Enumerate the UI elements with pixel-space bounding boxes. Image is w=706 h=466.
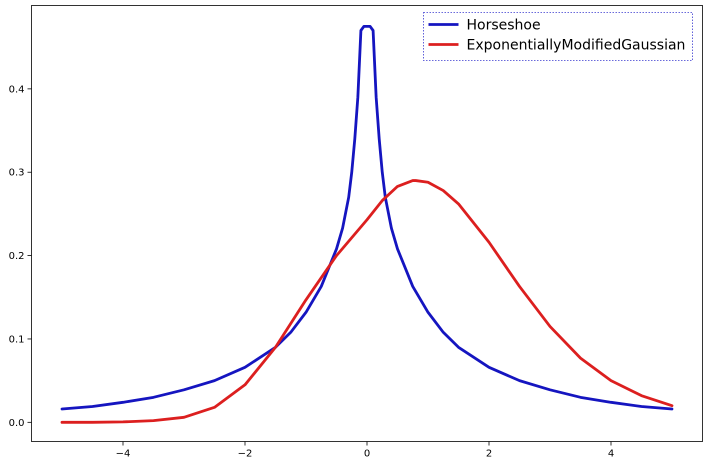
x-tick-label: 4 (608, 449, 614, 460)
legend-frame (423, 12, 693, 61)
y-tick-label: 0.0 (9, 418, 25, 429)
series-line-0 (60, 24, 674, 411)
series-layer (60, 24, 674, 424)
y-tick-label: 0.2 (9, 251, 25, 262)
x-tick-label: −4 (116, 449, 131, 460)
plot-area (31, 5, 703, 442)
x-axis-ticks: −4 −2 0 2 4 (116, 441, 614, 460)
y-tick-label: 0.1 (9, 334, 25, 345)
x-tick-label: −2 (238, 449, 253, 460)
legend: Horseshoe ExponentiallyModifiedGaussian (423, 12, 693, 61)
y-axis-ticks: 0.0 0.1 0.2 0.3 0.4 (9, 84, 32, 429)
x-tick-label: 2 (486, 449, 492, 460)
y-tick-label: 0.3 (9, 168, 25, 179)
y-tick-label: 0.4 (9, 84, 25, 95)
series-line-1 (60, 179, 674, 424)
legend-label-1: ExponentiallyModifiedGaussian (467, 38, 686, 54)
x-tick-label: 0 (364, 449, 370, 460)
legend-label-0: Horseshoe (467, 18, 541, 34)
